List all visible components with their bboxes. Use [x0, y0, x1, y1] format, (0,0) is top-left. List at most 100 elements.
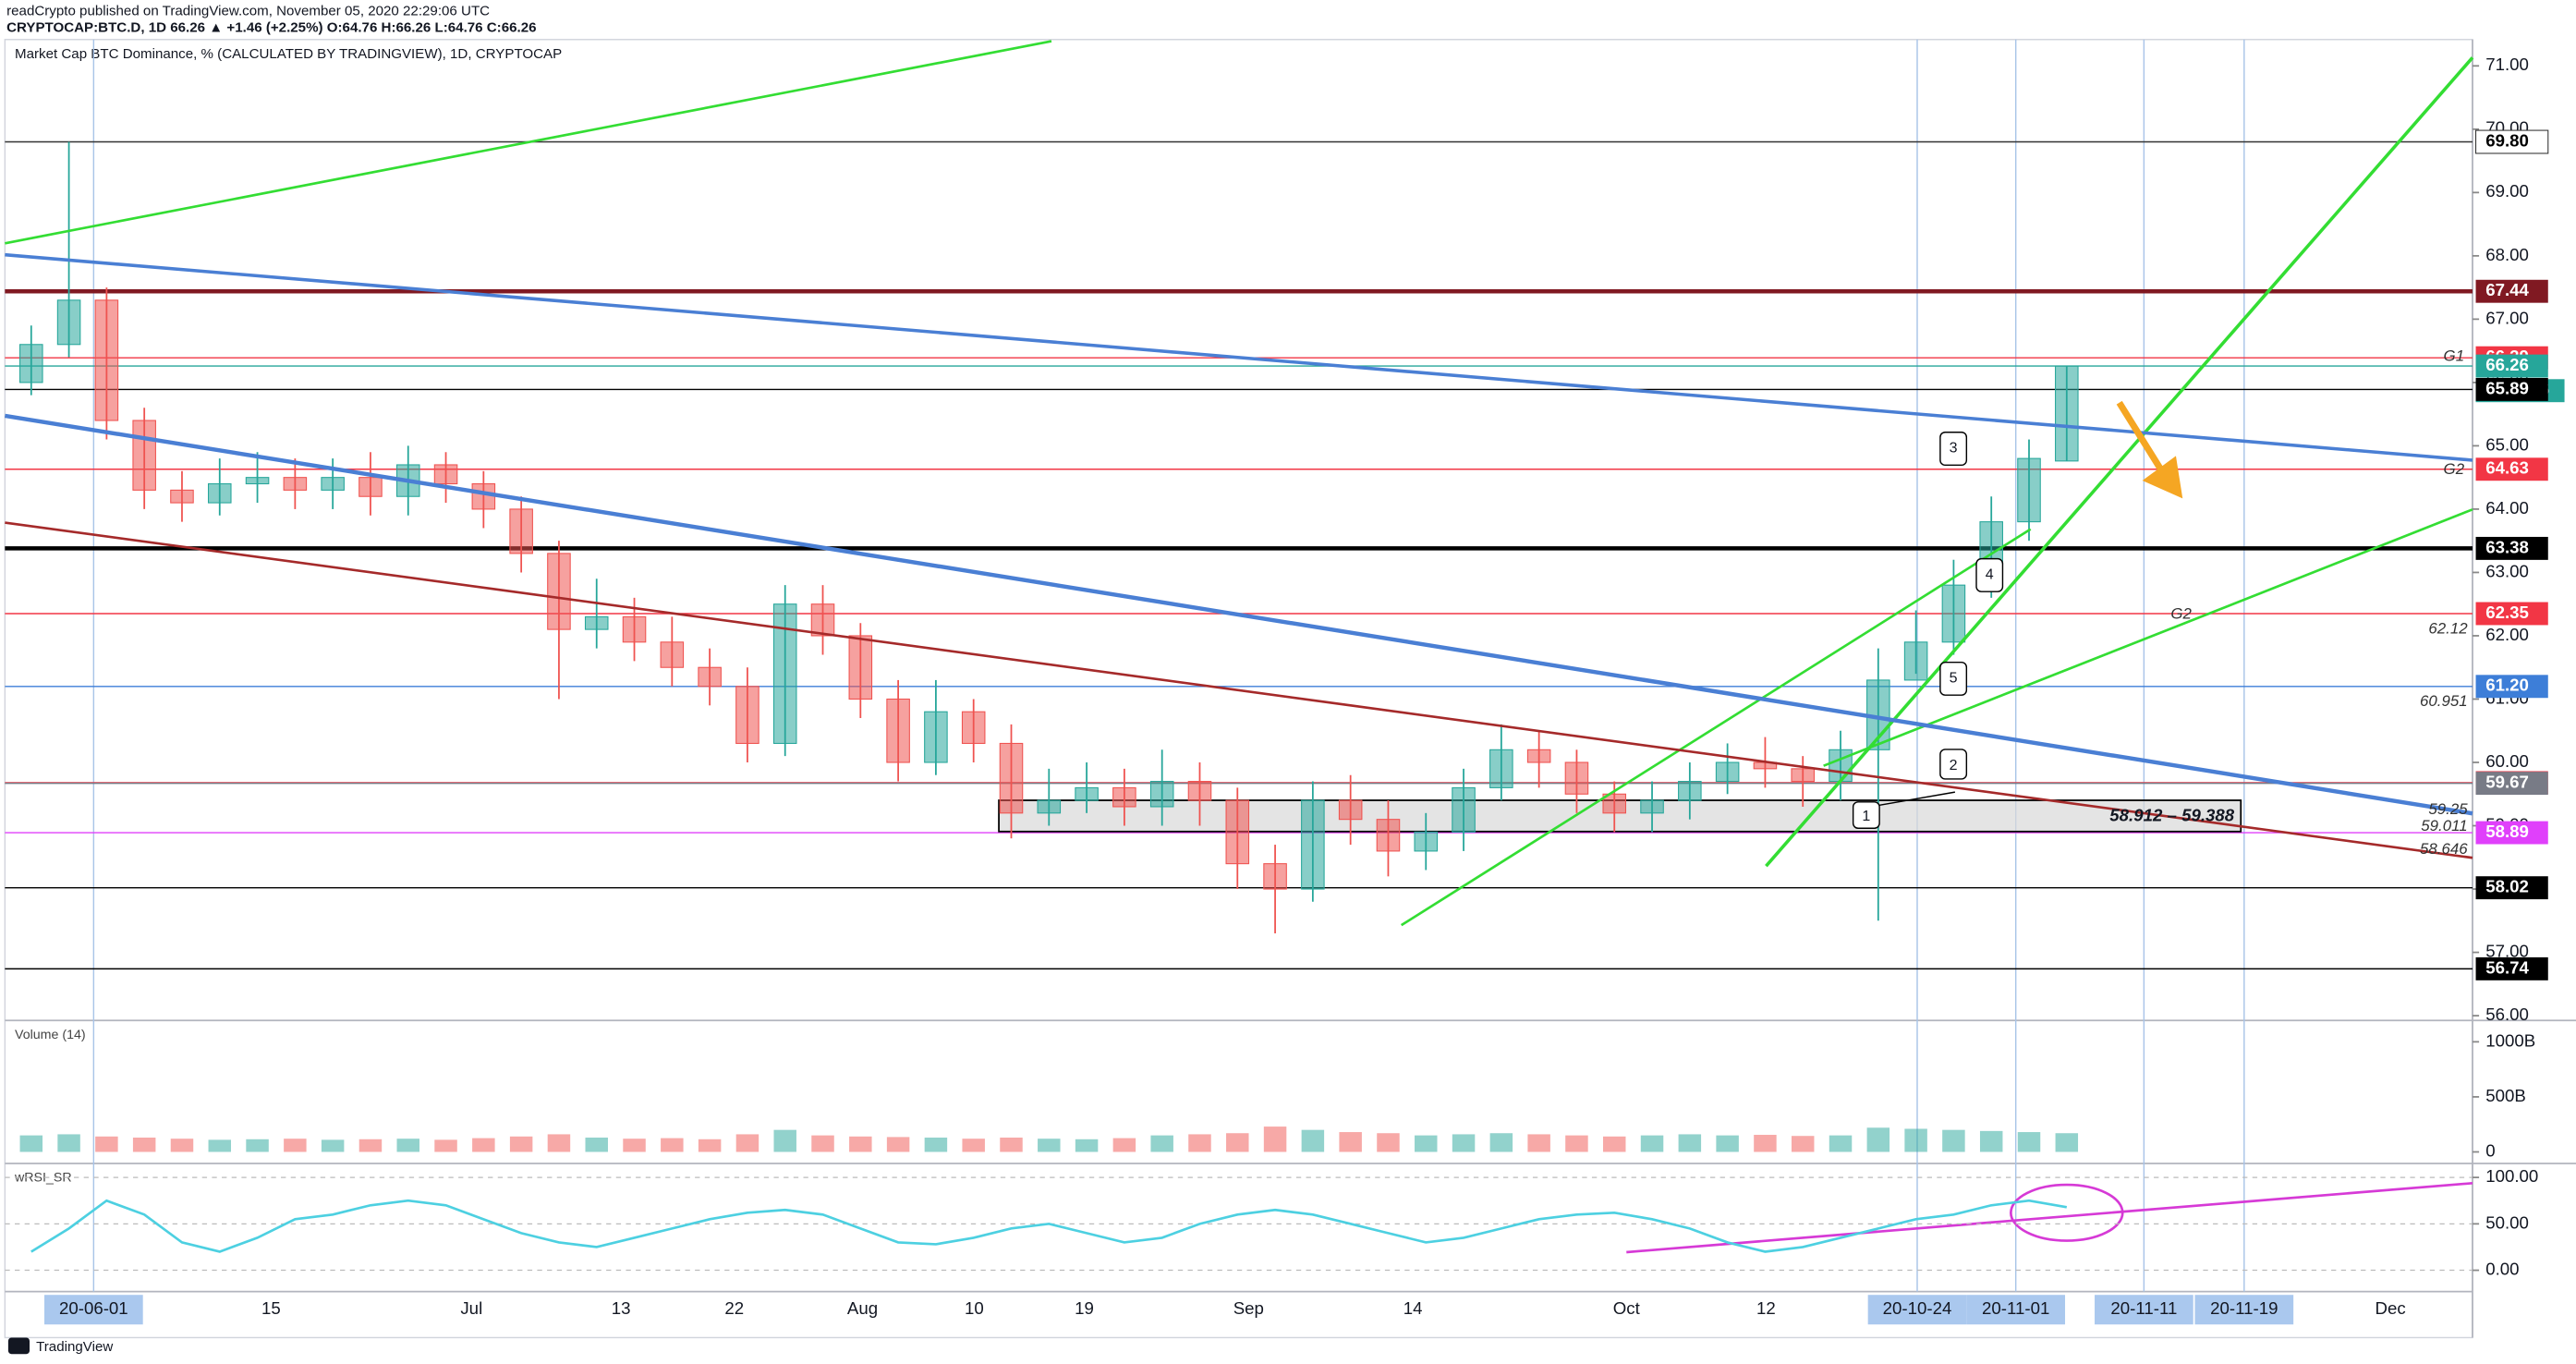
- x-tick-highlight: [1867, 1295, 1967, 1325]
- price-label-bg: [2475, 536, 2548, 560]
- candle-body: [810, 603, 835, 637]
- volume-bar: [1188, 1134, 1211, 1152]
- volume-bar: [1415, 1135, 1438, 1152]
- y-tick-label: 50.00: [2485, 1212, 2529, 1232]
- volume-bar: [886, 1137, 910, 1152]
- price-label-bg: [2475, 602, 2548, 626]
- candle-body: [735, 686, 759, 744]
- time-markers: [92, 39, 2245, 1292]
- y-tick-label: 0: [2485, 1140, 2495, 1160]
- volume-bar: [1226, 1133, 1249, 1152]
- candle-body: [848, 635, 873, 700]
- candle-body: [1112, 786, 1136, 808]
- y-tick-label: 67.00: [2485, 308, 2529, 327]
- wave-box: [1852, 801, 1880, 829]
- price-label: 67.44: [2485, 280, 2529, 299]
- volume-bar: [1565, 1135, 1588, 1152]
- candle-body: [1338, 799, 1363, 821]
- price-label: 65.89: [2485, 378, 2529, 397]
- x-tick-label: 20-11-19: [2210, 1298, 2278, 1318]
- price-label-bg: [2475, 457, 2548, 481]
- candle-body: [471, 482, 496, 510]
- candle-body: [19, 344, 43, 384]
- y-tick-label: 68.00: [2485, 245, 2529, 264]
- y-tick-label: 60.00: [2485, 751, 2529, 771]
- volume-bar: [811, 1135, 834, 1152]
- x-tick-label: 14: [1403, 1298, 1423, 1318]
- candle-body: [924, 711, 948, 763]
- volume-bar: [19, 1135, 43, 1152]
- trend-line: [5, 40, 1052, 245]
- volume-bar: [1452, 1134, 1476, 1152]
- candle-body: [1829, 749, 1853, 783]
- candle-body: [2017, 457, 2041, 523]
- x-tick-label: Sep: [1233, 1298, 1264, 1318]
- candle-body: [999, 742, 1024, 814]
- x-tick-label: 20-06-01: [59, 1298, 128, 1318]
- volume-bar: [95, 1136, 118, 1152]
- candle-body: [321, 477, 345, 491]
- volume-bar: [434, 1139, 457, 1152]
- price-label: 69.80: [2485, 130, 2529, 150]
- candle-body: [886, 698, 910, 763]
- y-tick-label: 56.00: [2485, 1005, 2529, 1024]
- x-tick-highlight: [2194, 1295, 2294, 1325]
- publisher: readCrypto published on TradingView.com,…: [6, 4, 490, 19]
- x-tick-label: 20-11-01: [1982, 1298, 2049, 1318]
- x-tick-label: 20-10-24: [1883, 1298, 1952, 1318]
- candle-body: [283, 477, 308, 491]
- volume-bar: [1754, 1135, 1777, 1152]
- candle-body: [1564, 761, 1589, 795]
- annotation: 59.011: [2421, 817, 2467, 834]
- x-tick-label: Dec: [2375, 1298, 2405, 1318]
- candle-body: [1187, 781, 1212, 801]
- candle-body: [94, 299, 119, 421]
- price-label-bg: [2475, 772, 2548, 796]
- x-tick-label: Jul: [460, 1298, 482, 1318]
- trend-line: [1823, 508, 2473, 767]
- x-tick-highlight: [1966, 1295, 2066, 1325]
- candle-body: [1678, 781, 1702, 801]
- x-tick-label: 19: [1075, 1298, 1094, 1318]
- price-label-bg: [2475, 821, 2548, 845]
- volume-bar: [849, 1136, 872, 1152]
- price-label-bg: [2475, 377, 2548, 401]
- annotation: 59.25: [2428, 800, 2468, 818]
- x-tick-label: 20-11-11: [2110, 1298, 2177, 1318]
- candle-body: [660, 641, 685, 668]
- candle-body: [772, 603, 797, 744]
- volume-bar: [924, 1138, 948, 1152]
- axes: 56.0057.0058.0059.0060.0061.0062.0063.00…: [44, 55, 2565, 1325]
- trend-line: [5, 521, 2473, 859]
- y-tick-label: 57.00: [2485, 941, 2529, 960]
- candle-body: [1075, 786, 1099, 801]
- volume-bar: [1075, 1139, 1099, 1152]
- chart-title: Market Cap BTC Dominance, % (CALCULATED …: [15, 46, 562, 62]
- volume-bar: [246, 1139, 269, 1152]
- volume-bar: [396, 1139, 419, 1152]
- range-label: 58.912 – 59.388: [2109, 806, 2234, 825]
- price-label: 59.67: [2485, 773, 2529, 792]
- candle-body: [358, 477, 383, 497]
- candle-body: [509, 508, 533, 554]
- wave-box: [1975, 557, 2004, 592]
- wave-pointer: [1878, 791, 1956, 807]
- arrow: [2116, 400, 2183, 499]
- candle-body: [2055, 365, 2079, 462]
- volume-bar: [358, 1139, 383, 1152]
- trend-line: [4, 413, 2473, 816]
- volume-bar: [962, 1139, 985, 1152]
- volume-bar: [1112, 1138, 1136, 1152]
- volume-bar: [661, 1138, 684, 1152]
- candle-body: [1225, 799, 1250, 865]
- volume-bar: [773, 1129, 796, 1152]
- price-label: 61.20: [2485, 676, 2529, 695]
- volume-bar: [735, 1134, 759, 1152]
- y-tick-label: 0.00: [2485, 1259, 2519, 1278]
- price-label: 56.74: [2485, 957, 2529, 977]
- volume-bar: [1527, 1134, 1550, 1152]
- symbol-info: CRYPTOCAP:BTC.D, 1D 66.26 ▲ +1.46 (+2.25…: [6, 19, 536, 35]
- price-label-bg: [2475, 279, 2548, 303]
- wave-box: [1939, 749, 1968, 780]
